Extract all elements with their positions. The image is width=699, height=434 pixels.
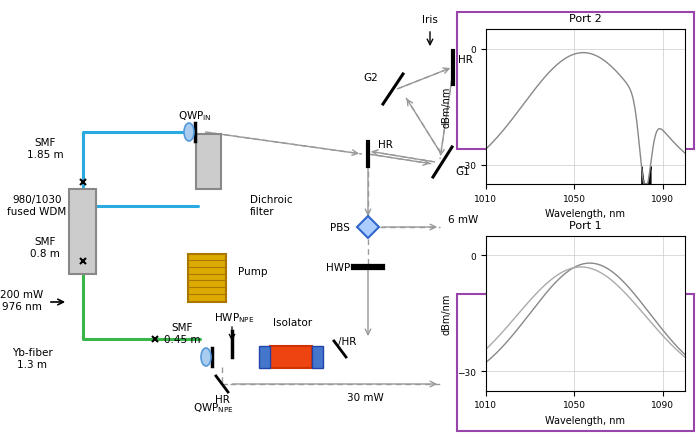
Text: /HR: /HR <box>338 336 356 346</box>
Ellipse shape <box>184 124 194 141</box>
Text: 6 mW: 6 mW <box>448 214 478 224</box>
Bar <box>259 346 270 368</box>
Text: HR: HR <box>378 140 393 150</box>
Text: 30 mW: 30 mW <box>347 392 383 402</box>
Text: QWP$_\mathregular{IN}$: QWP$_\mathregular{IN}$ <box>178 109 212 123</box>
Y-axis label: dBm/nm: dBm/nm <box>442 293 452 334</box>
Text: SMF: SMF <box>34 237 56 247</box>
FancyBboxPatch shape <box>457 294 694 431</box>
Bar <box>188 254 226 302</box>
Text: HWP: HWP <box>326 263 350 273</box>
Text: G1: G1 <box>455 167 470 177</box>
Text: 1.3 m: 1.3 m <box>17 359 47 369</box>
Text: SMF: SMF <box>34 138 56 148</box>
Text: Iris: Iris <box>422 15 438 25</box>
Text: 200 mW: 200 mW <box>1 289 43 299</box>
Text: 0.8 m: 0.8 m <box>30 248 60 258</box>
Text: QWP$_\mathregular{NPE}$: QWP$_\mathregular{NPE}$ <box>193 400 233 414</box>
X-axis label: Wavelength, nm: Wavelength, nm <box>545 415 626 425</box>
Text: Yb-fiber: Yb-fiber <box>12 347 52 357</box>
Text: 0.45 m: 0.45 m <box>164 334 200 344</box>
Text: fused WDM: fused WDM <box>8 207 66 217</box>
Title: Port 1: Port 1 <box>569 220 602 230</box>
Bar <box>69 190 96 274</box>
FancyBboxPatch shape <box>457 13 694 150</box>
Y-axis label: dBm/nm: dBm/nm <box>442 87 452 128</box>
Text: 1.85 m: 1.85 m <box>27 150 64 160</box>
Bar <box>196 135 221 190</box>
Bar <box>270 346 312 368</box>
Bar <box>312 346 323 368</box>
Text: SMF: SMF <box>171 322 193 332</box>
Polygon shape <box>357 217 379 238</box>
X-axis label: Wavelength, nm: Wavelength, nm <box>545 209 626 219</box>
Text: Isolator: Isolator <box>273 317 312 327</box>
Text: HR: HR <box>458 55 473 65</box>
Text: HR: HR <box>215 394 229 404</box>
Text: 976 nm: 976 nm <box>2 301 42 311</box>
Text: PBS: PBS <box>330 223 350 233</box>
Text: G2: G2 <box>363 73 378 83</box>
Text: 980/1030: 980/1030 <box>13 194 62 204</box>
Title: Port 2: Port 2 <box>569 14 602 24</box>
Text: filter: filter <box>250 207 275 217</box>
Ellipse shape <box>201 348 211 366</box>
Text: Pump: Pump <box>238 266 268 276</box>
Text: Dichroic: Dichroic <box>250 194 293 204</box>
Text: HWP$_\mathregular{NPE}$: HWP$_\mathregular{NPE}$ <box>214 310 254 324</box>
